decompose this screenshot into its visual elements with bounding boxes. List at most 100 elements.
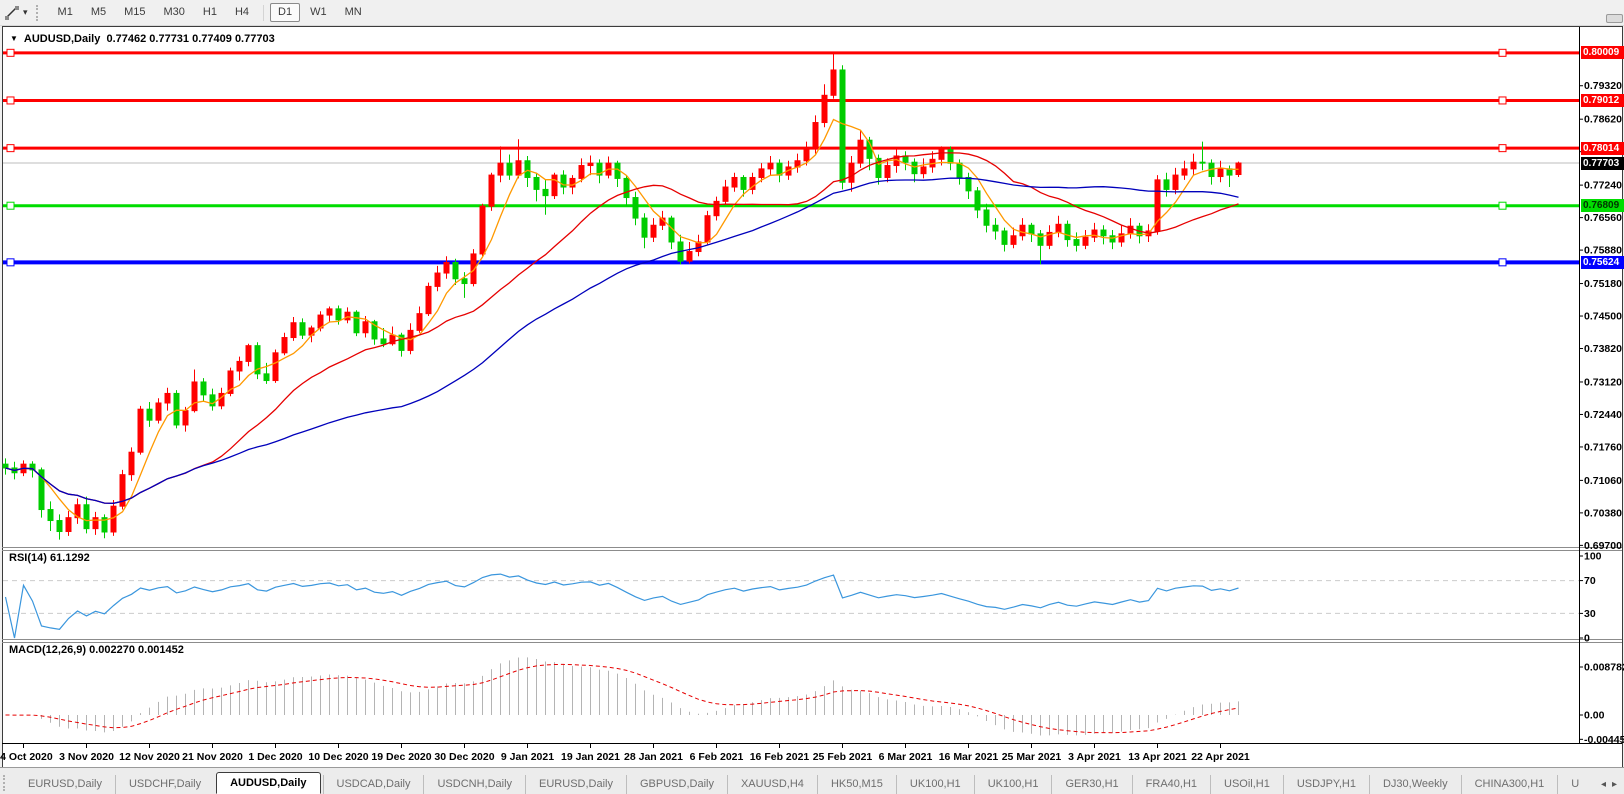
candle-body: [1019, 224, 1026, 237]
chart-tab-eurusd-daily[interactable]: EURUSD,Daily: [525, 775, 626, 794]
candle-body: [326, 308, 333, 316]
date-axis-label: 12 Nov 2020: [119, 751, 180, 763]
current-price-tag[interactable]: 0.77703: [1581, 156, 1624, 170]
candle-body: [821, 94, 828, 124]
candle-body: [371, 321, 378, 340]
chart-title: ▼ AUDUSD,Daily 0.77462 0.77731 0.77409 0.…: [10, 33, 275, 45]
timeframe-button-m1[interactable]: M1: [57, 6, 73, 18]
macd-axis-label: 0.008782: [1584, 662, 1624, 674]
candle-body: [641, 217, 648, 238]
candle-body: [173, 392, 180, 426]
chart-tab-usdchf-daily[interactable]: USDCHF,Daily: [114, 775, 214, 794]
price-axis-label: 0.75880: [1584, 245, 1622, 257]
trendline-tool-dropdown-icon[interactable]: ▾: [23, 7, 28, 17]
price-axis-label: 0.72440: [1584, 409, 1622, 421]
candle-body: [461, 278, 468, 285]
candle-body: [299, 322, 306, 336]
candle-body: [425, 285, 432, 315]
candle-body: [857, 139, 864, 164]
chart-title-dropdown-icon[interactable]: ▼: [10, 34, 18, 43]
candle-body: [1082, 236, 1089, 246]
date-axis-label: 16 Feb 2021: [750, 751, 810, 763]
timeframe-button-h1[interactable]: H1: [202, 6, 217, 18]
trendline-tool-icon[interactable]: [4, 5, 22, 21]
tab-bar-grip[interactable]: [3, 775, 9, 791]
price-axis-label: 0.75180: [1584, 278, 1622, 290]
candle-body: [560, 174, 567, 188]
toolbar-grip[interactable]: [35, 4, 43, 21]
price-tag-0.78014[interactable]: 0.78014: [1581, 141, 1624, 155]
timeframe-button-w1[interactable]: W1: [310, 6, 327, 18]
price-tag-0.79012[interactable]: 0.79012: [1581, 93, 1624, 107]
candle-body: [2, 463, 9, 469]
date-axis-label: 10 Dec 2020: [308, 751, 368, 763]
timeframe-button-m15[interactable]: M15: [124, 6, 146, 18]
candle-body: [569, 177, 576, 188]
candle-body: [974, 190, 981, 211]
timeframe-button-m30[interactable]: M30: [163, 6, 185, 18]
chart-tab-usdcnh-daily[interactable]: USDCNH,Daily: [423, 775, 525, 794]
tab-scroll-left-icon[interactable]: ◂: [1600, 779, 1606, 790]
hline-anchor[interactable]: [1498, 258, 1507, 267]
hline-anchor[interactable]: [1498, 144, 1507, 153]
candle-body: [74, 504, 81, 519]
candle-body: [119, 474, 126, 507]
price-tag-0.76809[interactable]: 0.76809: [1581, 199, 1624, 213]
candle-body: [488, 174, 495, 207]
candle-body: [128, 451, 135, 476]
price-tag-0.75624[interactable]: 0.75624: [1581, 255, 1624, 269]
timeframe-button-h4[interactable]: H4: [234, 6, 250, 18]
candle-body: [1190, 161, 1197, 170]
timeframe-button-d1[interactable]: D1: [270, 3, 301, 22]
chart-tab-xauusd-h4[interactable]: XAUUSD,H4: [726, 775, 817, 794]
tab-scroll-right-icon[interactable]: ▸: [1611, 779, 1617, 790]
candle-body: [1028, 224, 1035, 235]
price-axis-label: 0.73120: [1584, 376, 1622, 388]
chart-window[interactable]: [2, 26, 1623, 768]
candle-body: [344, 311, 351, 321]
candle-body: [1181, 168, 1188, 176]
candle-body: [398, 334, 405, 351]
candle-body: [704, 215, 711, 243]
candle-body: [875, 157, 882, 178]
timeframe-button-m5[interactable]: M5: [90, 6, 107, 18]
chart-tab-fra40-h1[interactable]: FRA40,H1: [1131, 775, 1210, 794]
candle-body: [92, 517, 99, 530]
chart-tab-usoil-h1[interactable]: USOil,H1: [1210, 775, 1283, 794]
date-axis-label: 19 Dec 2020: [371, 751, 431, 763]
chart-tab-china300-h1[interactable]: CHINA300,H1: [1460, 775, 1558, 794]
candle-body: [281, 337, 288, 354]
chart-tab-uk100-h1[interactable]: UK100,H1: [895, 775, 974, 794]
chart-tab-gbpusd-daily[interactable]: GBPUSD,Daily: [626, 775, 727, 794]
chart-tab-dj30-weekly[interactable]: DJ30,Weekly: [1368, 775, 1461, 794]
chart-tab-usdjpy-h1[interactable]: USDJPY,H1: [1282, 775, 1369, 794]
candle-body: [470, 253, 477, 285]
timeframe-button-mn[interactable]: MN: [344, 6, 362, 18]
candle-body: [407, 329, 414, 351]
hline-anchor[interactable]: [6, 96, 15, 105]
candle-body: [191, 381, 198, 412]
price-tag-0.80009[interactable]: 0.80009: [1581, 46, 1624, 60]
date-axis-label: 21 Nov 2020: [182, 751, 243, 763]
chart-tab-audusd-daily[interactable]: AUDUSD,Daily: [216, 772, 321, 794]
chart-tab-eurusd-daily[interactable]: EURUSD,Daily: [28, 778, 102, 790]
candle-body: [155, 402, 162, 421]
hline-anchor[interactable]: [6, 144, 15, 153]
candle-body: [533, 176, 540, 190]
candle-body: [1118, 233, 1125, 243]
hline-anchor[interactable]: [1498, 96, 1507, 105]
candle-body: [632, 197, 639, 219]
candle-body: [1046, 231, 1053, 246]
chart-tab-u[interactable]: U: [1557, 775, 1592, 794]
candle-body: [830, 69, 837, 96]
hline-anchor[interactable]: [1498, 201, 1507, 210]
hline-anchor[interactable]: [6, 201, 15, 210]
hline-anchor[interactable]: [1498, 48, 1507, 57]
chart-tab-hk50-m15[interactable]: HK50,M15: [816, 775, 896, 794]
hline-anchor[interactable]: [6, 258, 15, 267]
chart-tab-ger30-h1[interactable]: GER30,H1: [1051, 775, 1131, 794]
hline-anchor[interactable]: [6, 48, 15, 57]
chart-tab-uk100-h1[interactable]: UK100,H1: [973, 775, 1052, 794]
chart-tab-usdcad-daily[interactable]: USDCAD,Daily: [322, 775, 424, 794]
